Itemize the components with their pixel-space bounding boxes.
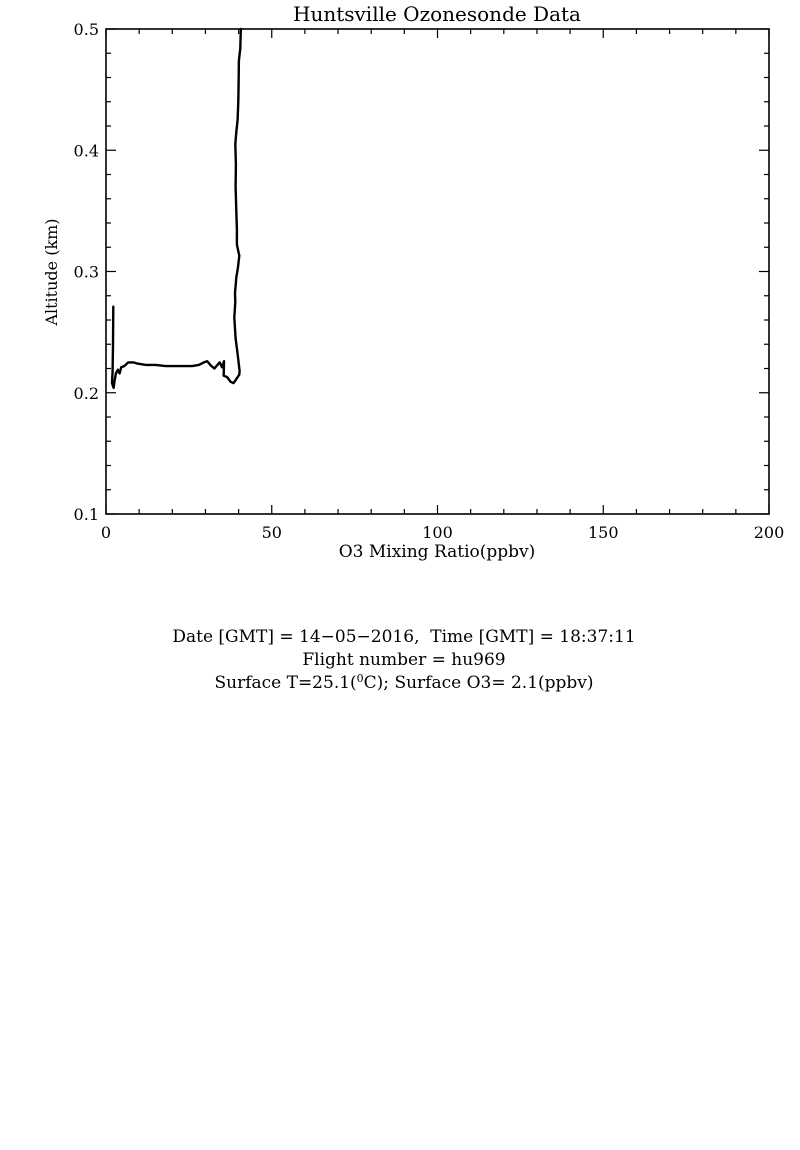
x-tick-label: 50 — [262, 523, 282, 542]
flight-number-line: Flight number = hu969 — [302, 650, 506, 670]
chart-title: Huntsville Ozonesonde Data — [293, 2, 581, 26]
series-layer — [110, 27, 243, 390]
y-tick-label: 0.3 — [74, 263, 99, 282]
x-tick-label: 100 — [422, 523, 453, 542]
series-line-0 — [110, 27, 243, 390]
y-tick-label: 0.2 — [74, 384, 99, 403]
x-tick-label: 0 — [101, 523, 111, 542]
y-tick-label: 0.1 — [74, 505, 99, 524]
plot-frame — [105, 28, 770, 515]
y-tick-label: 0.4 — [74, 141, 99, 160]
y-axis-label: Altitude (km) — [42, 218, 61, 326]
flight-info: Date [GMT] = 14−05−2016, Time [GMT] = 18… — [0, 626, 800, 695]
ozonesonde-chart: Huntsville Ozonesonde Data 0 50 100 150 2000… — [42, 2, 785, 562]
axes: 0 50 100 150 200 0.1 0.2 0.3 0.4 0.5 — [74, 20, 785, 542]
y-tick-label: 0.5 — [74, 20, 99, 39]
date-time-line: Date [GMT] = 14−05−2016, Time [GMT] = 18… — [172, 627, 636, 647]
surface-line: Surface T=25.1(0C); Surface O3= 2.1(ppbv… — [214, 672, 594, 693]
x-tick-label: 150 — [588, 523, 619, 542]
x-axis-label: O3 Mixing Ratio(ppbv) — [339, 542, 536, 562]
x-tick-label: 200 — [754, 523, 785, 542]
